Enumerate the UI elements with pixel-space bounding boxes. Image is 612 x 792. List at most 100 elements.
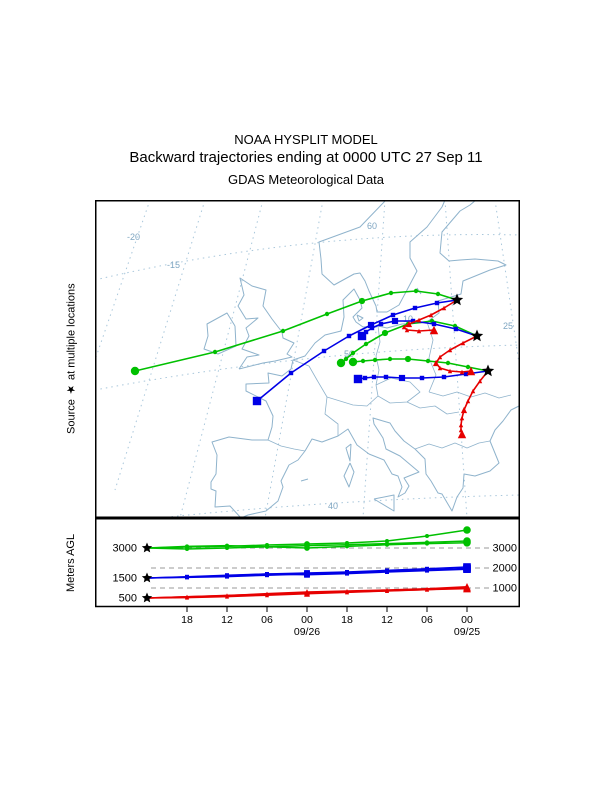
grid-label: -15 xyxy=(167,260,180,270)
coastline xyxy=(203,312,237,355)
trajectory-marker xyxy=(457,429,467,439)
time-tick-label: 00 xyxy=(461,614,473,626)
trajectory-marker xyxy=(447,347,453,353)
trajectory-marker xyxy=(425,568,429,573)
trajectory-marker xyxy=(185,544,189,549)
start-height-label: 3000 xyxy=(113,543,137,555)
trajectory-marker xyxy=(346,333,352,339)
source-star-icon xyxy=(141,542,153,553)
trajectory-marker xyxy=(225,543,229,548)
trajectory-marker xyxy=(343,356,349,362)
source-star-icon xyxy=(141,592,153,603)
start-height-label: 1500 xyxy=(113,573,137,585)
trajectory-marker xyxy=(463,371,469,377)
trajectory-marker xyxy=(350,350,356,356)
map-border xyxy=(95,200,520,518)
trajectory-marker xyxy=(363,341,369,347)
graticule-line xyxy=(494,200,520,371)
trajectory-marker xyxy=(304,545,310,551)
trajectory-marker xyxy=(265,592,269,597)
graticule-line xyxy=(114,200,206,491)
trajectory-marker xyxy=(419,375,425,381)
graticule-line xyxy=(179,200,264,518)
trajectory-marker xyxy=(404,355,412,363)
trajectory-marker xyxy=(304,571,310,578)
trajectory-marker xyxy=(385,588,389,593)
model-title: NOAA HYSPLIT MODEL xyxy=(234,132,378,147)
trajectory-marker xyxy=(387,356,393,362)
trajectory-marker xyxy=(398,374,406,382)
trajectory-marker xyxy=(437,365,443,371)
source-star-icon xyxy=(141,572,153,583)
trajectory-marker xyxy=(441,305,447,311)
trajectory-marker xyxy=(416,317,422,323)
trajectory-marker xyxy=(225,593,229,598)
country-border xyxy=(406,401,460,415)
trajectory-marker xyxy=(280,328,286,334)
source-location-label: Source ★ at multiple locations xyxy=(65,283,78,435)
trajectory-marker xyxy=(435,291,441,297)
trajectory-marker xyxy=(385,570,389,574)
trajectory-marker xyxy=(212,349,218,355)
coastline xyxy=(373,494,395,512)
time-tick-label: 18 xyxy=(341,614,353,626)
country-border xyxy=(375,325,381,386)
trajectory-marker xyxy=(324,311,330,317)
coastline xyxy=(345,443,352,462)
source-star-icon xyxy=(481,364,495,377)
trajectory-marker xyxy=(369,325,375,331)
trajectory-marker xyxy=(353,374,363,384)
start-height-label: 500 xyxy=(119,593,137,605)
trajectory-marker xyxy=(405,320,413,328)
coastline xyxy=(245,200,507,441)
trajectory-marker xyxy=(429,325,439,335)
trajectory-marker xyxy=(185,594,189,599)
trajectory-marker xyxy=(453,326,459,332)
trajectory-marker xyxy=(288,370,294,376)
trajectory-marker xyxy=(465,398,471,404)
trajectory-marker xyxy=(401,324,407,330)
grid-label: 25 xyxy=(503,321,513,331)
graticule-line xyxy=(95,200,151,361)
trajectory-marker xyxy=(431,321,437,327)
coastline xyxy=(300,478,309,482)
end-height-label: 3000 xyxy=(493,543,517,555)
trajectory-marker xyxy=(391,317,399,325)
trajectory-marker xyxy=(459,369,465,375)
trajectory-marker xyxy=(371,374,377,380)
date-label: 09/25 xyxy=(454,626,480,638)
trajectory-marker xyxy=(425,534,429,538)
trajectory-marker xyxy=(345,544,349,549)
graticule-line xyxy=(444,200,468,518)
grid-label: 40 xyxy=(328,501,338,511)
grid-label: -20 xyxy=(127,232,140,242)
trajectory-marker xyxy=(477,378,483,384)
coastline xyxy=(318,200,446,313)
trajectory-path xyxy=(435,335,478,373)
trajectory-marker xyxy=(404,327,410,333)
trajectory-marker xyxy=(460,340,466,346)
trajectory-marker xyxy=(425,587,429,592)
grid-label: 10 xyxy=(403,314,413,324)
graticule-line xyxy=(95,234,520,281)
trajectory-marker xyxy=(432,359,440,367)
time-tick-label: 06 xyxy=(421,614,433,626)
trajectory-marker xyxy=(225,573,229,578)
trajectory-marker xyxy=(345,571,349,576)
trajectory-marker xyxy=(357,331,367,341)
grid-label: 60 xyxy=(367,221,377,231)
trajectory-marker xyxy=(185,574,189,579)
trajectory-marker xyxy=(459,415,465,421)
trajectory-marker xyxy=(425,358,431,364)
profile-border xyxy=(95,518,520,608)
grid-label: 50 xyxy=(344,349,354,359)
trajectory-marker xyxy=(441,374,447,380)
trajectory-marker xyxy=(470,388,476,394)
trajectory-marker xyxy=(385,542,389,547)
trajectory-marker xyxy=(321,348,327,354)
trajectory-marker xyxy=(463,584,471,593)
trajectory-marker xyxy=(360,358,366,364)
trajectory-marker xyxy=(463,539,471,547)
